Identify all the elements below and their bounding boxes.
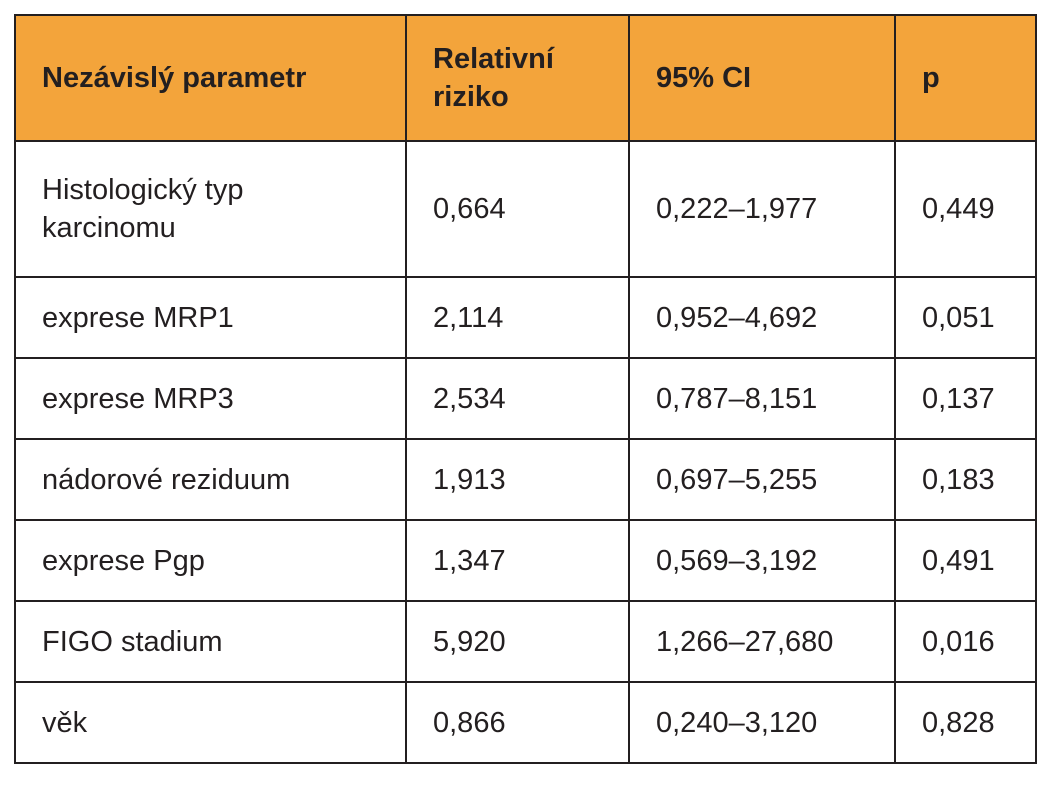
cell-ci: 0,697–5,255 bbox=[628, 438, 896, 521]
header-relative-risk: Relativní riziko bbox=[405, 14, 630, 142]
cell-parameter: věk bbox=[14, 681, 407, 764]
cell-ci: 0,952–4,692 bbox=[628, 276, 896, 359]
cell-relative-risk: 1,913 bbox=[405, 438, 630, 521]
cell-p: 0,183 bbox=[894, 438, 1037, 521]
table-body: Histologický typ karcinomu 0,664 0,222–1… bbox=[14, 140, 1037, 764]
cell-ci: 1,266–27,680 bbox=[628, 600, 896, 683]
cell-p: 0,051 bbox=[894, 276, 1037, 359]
cell-relative-risk: 0,664 bbox=[405, 140, 630, 278]
header-ci: 95% CI bbox=[628, 14, 896, 142]
table-header: Nezávislý parametr Relativní riziko 95% … bbox=[14, 14, 1037, 142]
cell-p: 0,491 bbox=[894, 519, 1037, 602]
cell-ci: 0,222–1,977 bbox=[628, 140, 896, 278]
table-row: FIGO stadium 5,920 1,266–27,680 0,016 bbox=[14, 600, 1037, 683]
cell-relative-risk: 2,534 bbox=[405, 357, 630, 440]
cell-relative-risk: 2,114 bbox=[405, 276, 630, 359]
cell-parameter: Histologický typ karcinomu bbox=[14, 140, 407, 278]
table-row: exprese Pgp 1,347 0,569–3,192 0,491 bbox=[14, 519, 1037, 602]
table-row: Histologický typ karcinomu 0,664 0,222–1… bbox=[14, 140, 1037, 278]
cell-p: 0,828 bbox=[894, 681, 1037, 764]
header-parameter: Nezávislý parametr bbox=[14, 14, 407, 142]
cell-p: 0,137 bbox=[894, 357, 1037, 440]
cell-parameter: exprese Pgp bbox=[14, 519, 407, 602]
table-row: exprese MRP3 2,534 0,787–8,151 0,137 bbox=[14, 357, 1037, 440]
cell-relative-risk: 1,347 bbox=[405, 519, 630, 602]
cell-parameter: nádorové reziduum bbox=[14, 438, 407, 521]
cell-parameter: FIGO stadium bbox=[14, 600, 407, 683]
cell-ci: 0,240–3,120 bbox=[628, 681, 896, 764]
cell-relative-risk: 0,866 bbox=[405, 681, 630, 764]
cell-relative-risk: 5,920 bbox=[405, 600, 630, 683]
cell-p: 0,449 bbox=[894, 140, 1037, 278]
cell-parameter: exprese MRP1 bbox=[14, 276, 407, 359]
header-row: Nezávislý parametr Relativní riziko 95% … bbox=[14, 14, 1037, 142]
cell-parameter: exprese MRP3 bbox=[14, 357, 407, 440]
header-p: p bbox=[894, 14, 1037, 142]
results-table: Nezávislý parametr Relativní riziko 95% … bbox=[14, 14, 1037, 764]
cell-ci: 0,787–8,151 bbox=[628, 357, 896, 440]
table-row: věk 0,866 0,240–3,120 0,828 bbox=[14, 681, 1037, 764]
cell-ci: 0,569–3,192 bbox=[628, 519, 896, 602]
table-row: nádorové reziduum 1,913 0,697–5,255 0,18… bbox=[14, 438, 1037, 521]
table-row: exprese MRP1 2,114 0,952–4,692 0,051 bbox=[14, 276, 1037, 359]
cell-p: 0,016 bbox=[894, 600, 1037, 683]
